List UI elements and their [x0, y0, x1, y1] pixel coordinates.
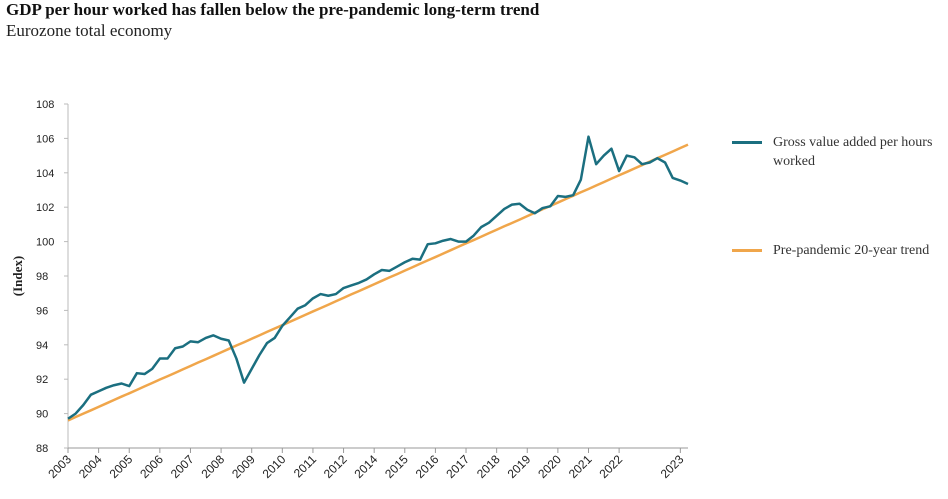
x-tick-label: 2020	[535, 452, 564, 481]
x-tick-label: 2003	[45, 452, 74, 481]
x-tick-label: 2009	[229, 452, 258, 481]
x-tick-label: 2015	[382, 452, 411, 481]
y-tick-label: 92	[36, 374, 48, 386]
x-tick-label: 2022	[596, 452, 625, 481]
legend-swatch	[732, 249, 762, 252]
x-tick-label: 2021	[566, 452, 595, 481]
series-line	[67, 135, 689, 420]
x-tick-label: 2007	[168, 452, 197, 481]
y-tick-label: 94	[36, 340, 48, 352]
y-tick-label: 102	[36, 202, 54, 214]
x-tick-label: 2019	[505, 452, 534, 481]
x-tick-label: 2023	[658, 452, 687, 481]
x-tick-label: 2017	[443, 452, 472, 481]
y-axis-label: (Index)	[10, 256, 25, 296]
x-tick-label: 2006	[137, 452, 166, 481]
y-tick-label: 90	[36, 409, 48, 421]
x-tick-label: 2016	[413, 452, 442, 481]
y-tick-label: 98	[36, 271, 48, 283]
legend-label: Pre-pandemic 20-year trend	[773, 243, 930, 258]
legend-item: Pre-pandemic 20-year trend	[732, 241, 935, 260]
legend-label: Gross value added per hours worked	[773, 135, 933, 169]
y-tick-label: 88	[36, 443, 48, 455]
x-tick-label: 2004	[76, 452, 105, 481]
series-line	[67, 143, 689, 422]
legend-swatch	[732, 141, 762, 144]
x-tick-label: 2018	[474, 452, 503, 481]
x-tick-label: 2005	[107, 452, 136, 481]
chart-title: GDP per hour worked has fallen below the…	[6, 0, 540, 19]
chart-subtitle: Eurozone total economy	[6, 21, 173, 40]
y-tick-label: 104	[36, 168, 54, 180]
x-tick-label: 2014	[352, 452, 381, 481]
y-tick-label: 106	[36, 133, 54, 145]
legend-item: Gross value added per hours worked	[732, 133, 935, 171]
x-tick-label: 2012	[321, 452, 350, 481]
y-tick-label: 108	[36, 99, 54, 111]
y-tick-label: 96	[36, 305, 48, 317]
y-tick-label: 100	[36, 237, 54, 249]
x-tick-label: 2010	[260, 452, 289, 481]
x-tick-label: 2008	[198, 452, 227, 481]
x-tick-label: 2011	[291, 452, 319, 480]
